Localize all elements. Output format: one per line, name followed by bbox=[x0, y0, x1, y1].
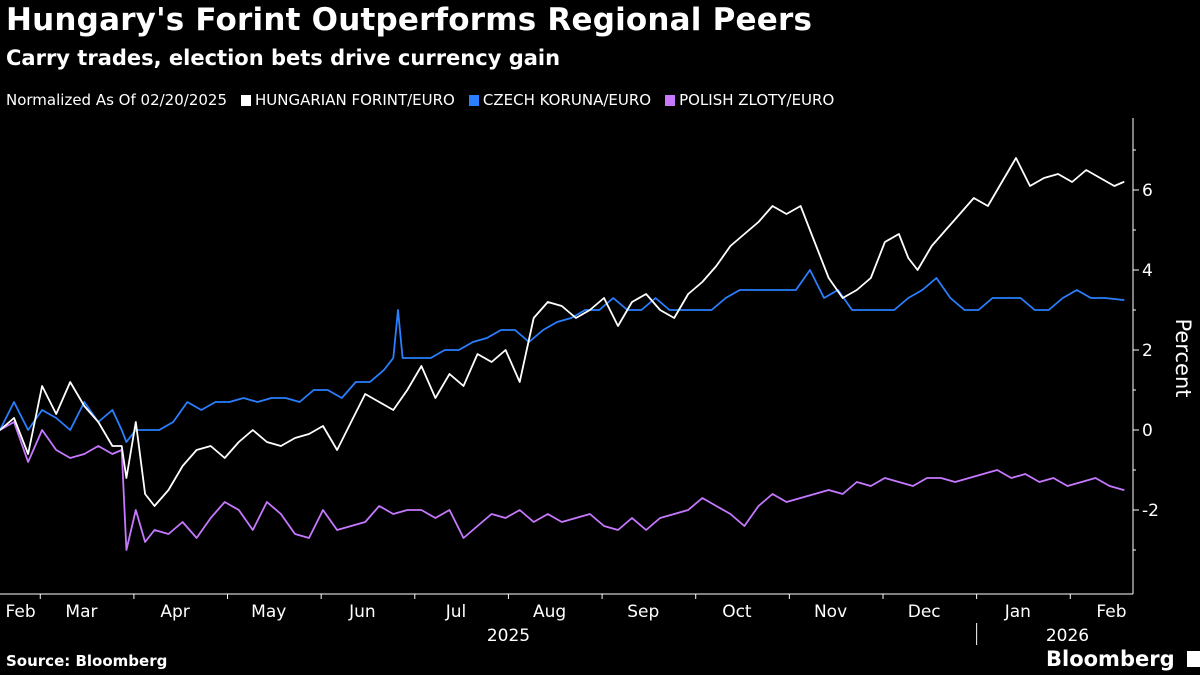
x-month-label-may: May bbox=[251, 602, 286, 622]
legend: Normalized As Of 02/20/2025 HUNGARIAN FO… bbox=[6, 91, 848, 109]
y-axis-title: Percent bbox=[1171, 318, 1195, 397]
series-line-czk bbox=[0, 269, 1125, 443]
legend-entry-pln: POLISH ZLOTY/EURO bbox=[665, 91, 834, 109]
brand-logo: Bloomberg bbox=[1046, 647, 1200, 671]
legend-swatch-huf bbox=[241, 94, 251, 106]
x-month-label-sep: Sep bbox=[627, 602, 659, 622]
x-year-label-2025: 2025 bbox=[487, 626, 530, 646]
x-month-label-oct: Oct bbox=[722, 602, 752, 622]
legend-swatch-pln bbox=[665, 94, 676, 106]
x-month-label-nov: Nov bbox=[814, 602, 847, 622]
x-year-label-2026: 2026 bbox=[1046, 626, 1089, 646]
legend-swatch-czk bbox=[468, 94, 479, 106]
brand-name: Bloomberg bbox=[1046, 647, 1175, 671]
series-line-huf bbox=[0, 157, 1125, 507]
y-tick-label-2: 2 bbox=[1142, 341, 1153, 361]
x-month-label-feb: Feb bbox=[1096, 602, 1126, 622]
legend-label-czk: CZECH KORUNA/EURO bbox=[482, 91, 652, 109]
y-tick-label-0: 0 bbox=[1142, 421, 1153, 441]
y-tick-label-4: 4 bbox=[1142, 261, 1153, 281]
page-title: Hungary's Forint Outperforms Regional Pe… bbox=[6, 2, 813, 38]
y-tick-label--2: -2 bbox=[1142, 501, 1159, 521]
x-month-label-mar: Mar bbox=[65, 602, 97, 622]
page-subtitle: Carry trades, election bets drive curren… bbox=[6, 46, 561, 70]
brand-mark-icon bbox=[1186, 651, 1200, 667]
x-month-label-jan: Jan bbox=[1004, 602, 1031, 622]
x-month-label-jun: Jun bbox=[348, 602, 376, 622]
legend-entry-huf: HUNGARIAN FORINT/EURO bbox=[241, 91, 455, 109]
legend-label-huf: HUNGARIAN FORINT/EURO bbox=[255, 91, 455, 109]
x-month-label-apr: Apr bbox=[160, 602, 189, 622]
x-month-label-dec: Dec bbox=[908, 602, 941, 622]
x-month-label-feb: Feb bbox=[6, 602, 36, 622]
y-tick-label-6: 6 bbox=[1142, 181, 1153, 201]
legend-label-pln: POLISH ZLOTY/EURO bbox=[679, 91, 835, 109]
legend-note: Normalized As Of 02/20/2025 bbox=[6, 91, 227, 109]
series-line-pln bbox=[0, 421, 1125, 551]
x-month-label-aug: Aug bbox=[533, 602, 566, 622]
x-month-label-jul: Jul bbox=[445, 602, 467, 622]
source-note: Source: Bloomberg bbox=[6, 652, 168, 670]
legend-entry-czk: CZECH KORUNA/EURO bbox=[468, 91, 652, 109]
